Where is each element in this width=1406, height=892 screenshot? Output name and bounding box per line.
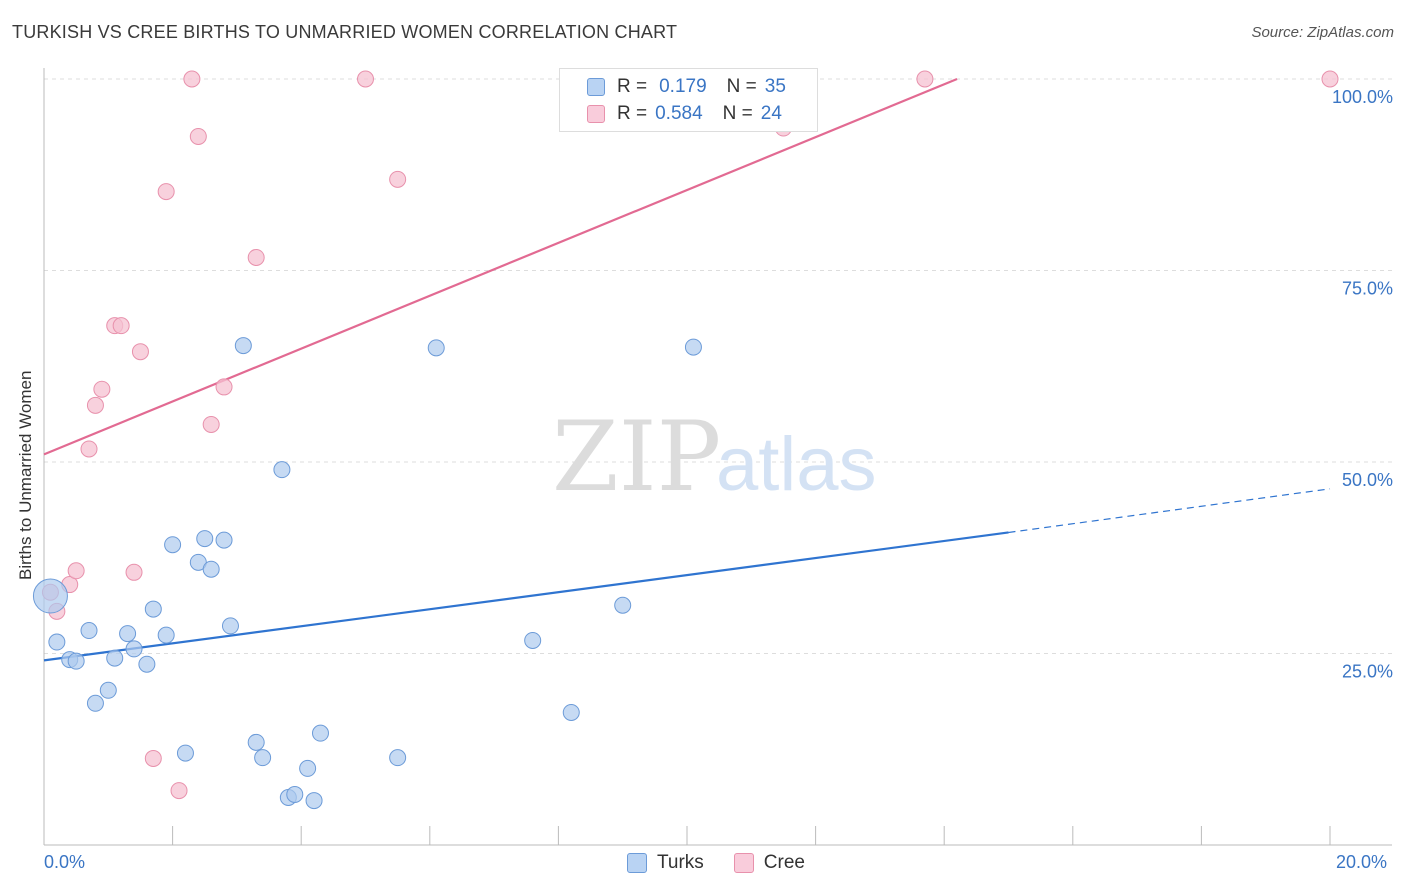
point-cree-10 (131, 343, 149, 361)
cree-swatch (587, 105, 605, 123)
point-cree-11 (144, 749, 162, 767)
data-points (32, 70, 1339, 810)
turks-n-value: 35 (764, 76, 786, 97)
point-turks-28 (311, 724, 329, 742)
point-cree-15 (189, 127, 207, 145)
point-cree-8 (112, 317, 130, 335)
y-tick-labels: 25.0% 50.0% 75.0% 100.0% (1332, 87, 1393, 682)
point-cree-20 (389, 170, 407, 188)
point-turks-33 (614, 596, 632, 614)
legend-swatch-cree (733, 853, 754, 873)
stats-legend: R = 0.179 N = 35 R = 0.584 N = 24 (559, 68, 818, 132)
point-cree-23 (1321, 70, 1339, 88)
y-tick-label-25: 25.0% (1342, 662, 1393, 682)
point-turks-6 (99, 681, 117, 699)
point-turks-20 (234, 337, 252, 355)
point-turks-1 (48, 633, 66, 651)
legend-item-cree: Cree (733, 852, 805, 874)
watermark-zip: ZIP (552, 401, 721, 513)
point-turks-25 (286, 785, 304, 803)
point-turks-3 (67, 652, 85, 670)
legend-swatch-turks (627, 853, 647, 873)
trend-line-turks (43, 531, 1009, 662)
point-cree-4 (80, 440, 98, 458)
x-tick-label-max: 20.0% (1336, 852, 1388, 872)
point-turks-4 (80, 622, 98, 640)
point-turks-14 (176, 744, 194, 762)
point-turks-30 (427, 339, 445, 357)
legend-label-cree: Cree (763, 852, 805, 873)
trend-line-cree (43, 77, 958, 456)
point-turks-13 (164, 536, 182, 554)
legend-item-turks: Turks (627, 852, 704, 874)
legend-label-turks: Turks (657, 852, 704, 873)
point-turks-7 (106, 649, 124, 667)
trend-lines (43, 77, 1331, 662)
stats-row-cree: R = 0.584 N = 24 (587, 102, 782, 126)
cree-r-label: R = (617, 103, 648, 124)
point-cree-19 (357, 70, 374, 88)
axes (43, 68, 1392, 846)
point-cree-12 (157, 183, 175, 201)
y-tick-label-100: 100.0% (1332, 87, 1393, 107)
point-turks-34 (684, 338, 702, 356)
point-turks-23 (273, 461, 291, 479)
point-cree-9 (125, 563, 143, 581)
y-axis-title: Births to Unmarried Women (16, 370, 35, 580)
point-turks-12 (157, 626, 175, 644)
gridlines (44, 78, 1392, 654)
series-legend: Turks Cree (627, 852, 835, 874)
turks-r-label: R = (617, 76, 648, 97)
point-cree-17 (215, 378, 233, 396)
point-turks-17 (202, 560, 220, 578)
turks-swatch (587, 78, 605, 96)
point-cree-16 (202, 415, 220, 433)
chart-title: TURKISH VS CREE BIRTHS TO UNMARRIED WOME… (12, 22, 678, 42)
point-cree-6 (93, 380, 111, 398)
point-cree-22 (916, 70, 934, 88)
watermark-atlas: atlas (716, 422, 877, 507)
point-turks-27 (305, 792, 323, 810)
point-turks-0 (32, 578, 68, 614)
point-turks-10 (138, 655, 156, 673)
cree-r-value: 0.584 (655, 103, 703, 124)
point-turks-31 (524, 631, 542, 649)
point-turks-5 (86, 694, 104, 712)
x-tick-label-min: 0.0% (44, 852, 86, 872)
cree-n-label: N = (722, 103, 753, 124)
trend-line-turks-projection (1008, 488, 1331, 534)
point-turks-9 (125, 640, 143, 658)
point-turks-29 (389, 749, 407, 767)
point-turks-18 (215, 531, 233, 549)
turks-r-value: 0.179 (659, 76, 707, 97)
cree-n-value: 24 (760, 103, 782, 124)
y-tick-label-75: 75.0% (1342, 279, 1393, 299)
point-turks-11 (144, 600, 162, 618)
point-turks-32 (562, 703, 580, 721)
point-turks-19 (221, 617, 239, 635)
source-label: Source: ZipAtlas.com (1251, 24, 1394, 41)
turks-n-label: N = (726, 76, 757, 97)
point-cree-18 (247, 248, 265, 266)
point-cree-13 (170, 782, 188, 800)
point-cree-14 (183, 70, 201, 88)
point-turks-16 (196, 530, 214, 548)
point-turks-26 (299, 759, 317, 777)
stats-row-turks: R = 0.179 N = 35 (587, 75, 786, 99)
y-tick-label-50: 50.0% (1342, 470, 1393, 490)
point-turks-22 (254, 749, 272, 767)
point-cree-3 (67, 562, 85, 580)
point-cree-5 (86, 396, 104, 414)
point-turks-21 (247, 733, 265, 751)
point-turks-8 (119, 625, 137, 643)
